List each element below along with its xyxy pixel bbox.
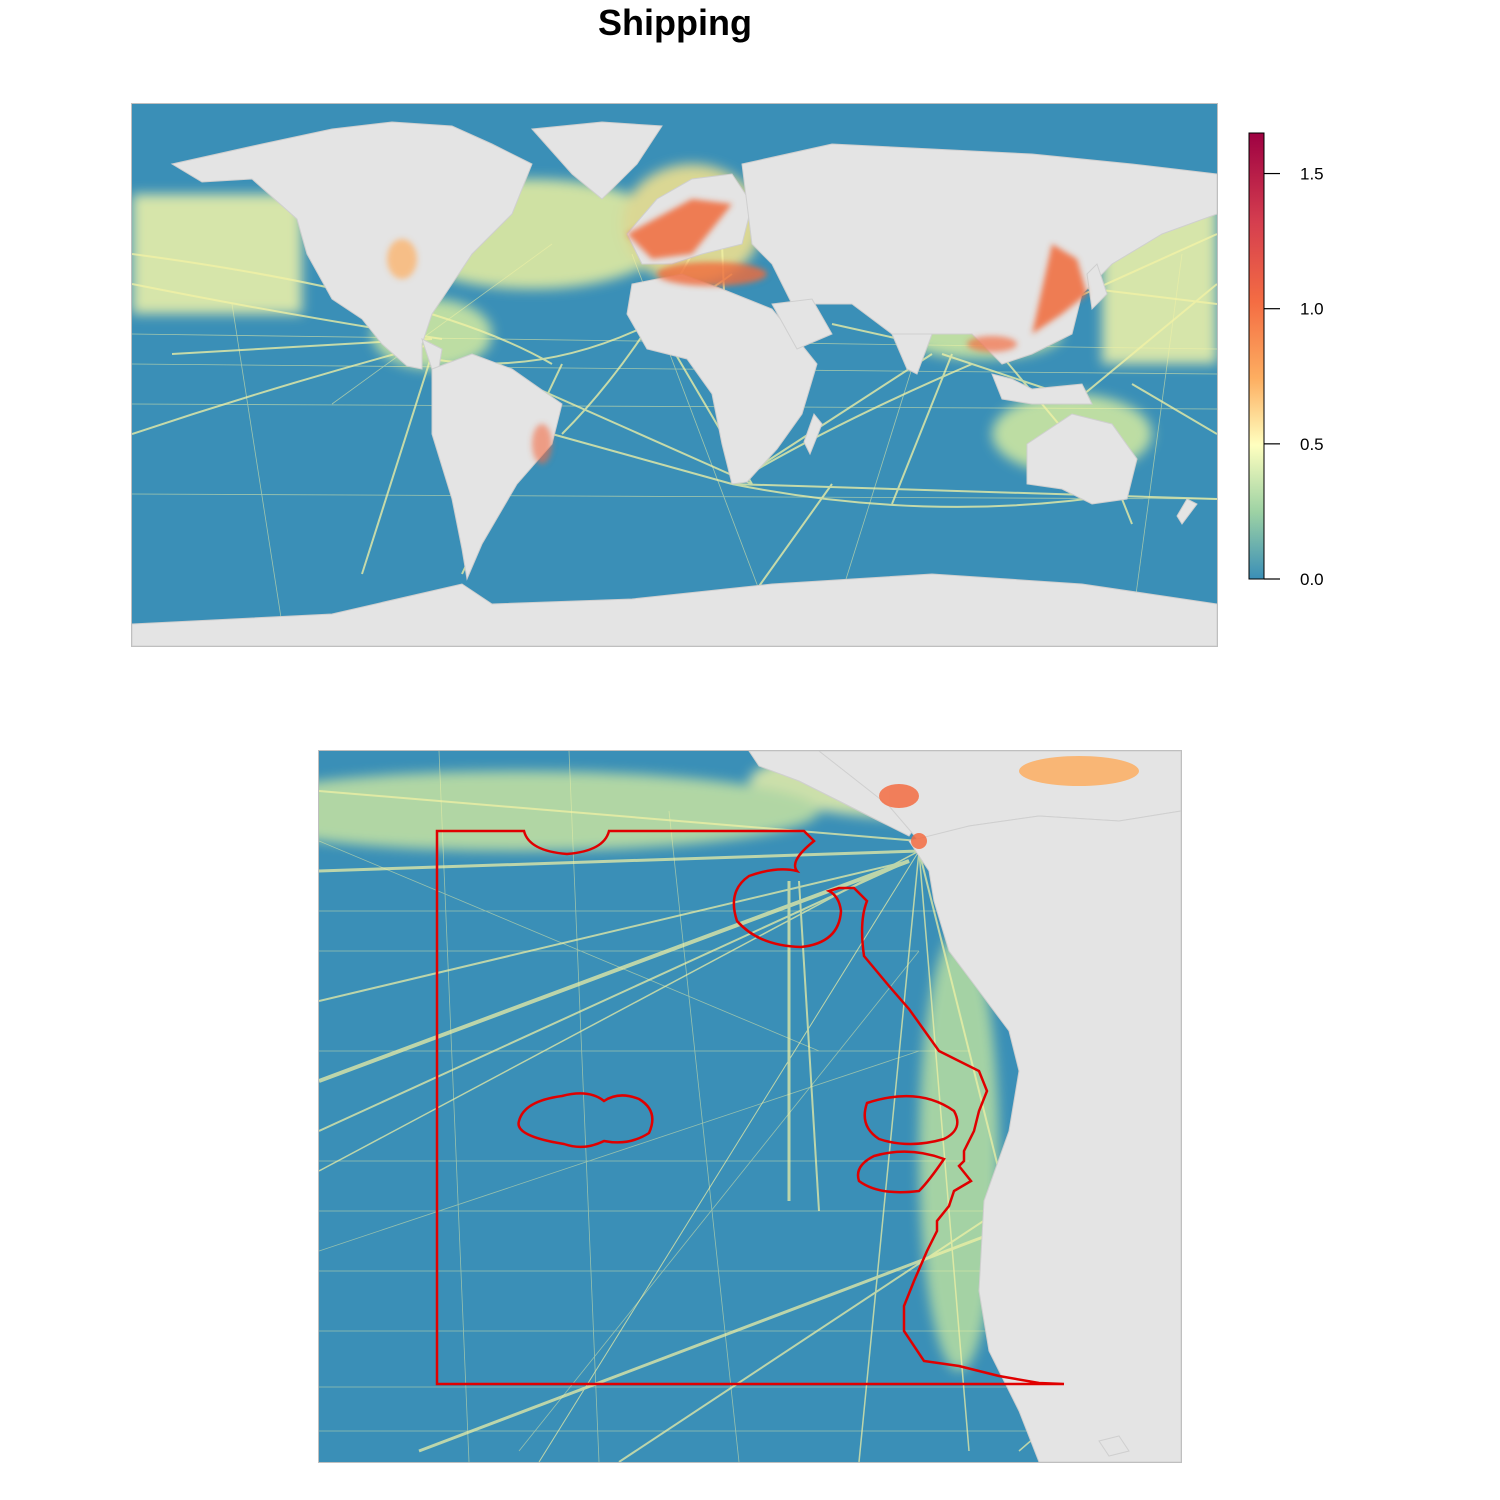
southeast-pacific-shipping-map: [318, 750, 1182, 1463]
coastal-hotspots: [387, 199, 1087, 464]
protected-area-boundary-west: [517, 1092, 654, 1149]
japan: [1086, 263, 1108, 311]
continents: [132, 121, 1217, 646]
africa: [626, 273, 818, 485]
legend-tick-label: 0.5: [1300, 435, 1324, 454]
shipping-lanes: [319, 790, 1181, 1462]
protected-area-boundary-east: [863, 1094, 959, 1146]
color-scale-legend: 0.0 0.5 1.0 1.5: [1240, 125, 1360, 595]
world-shipping-map: [131, 103, 1218, 647]
north-america: [170, 121, 533, 370]
india: [891, 333, 933, 375]
greenland: [530, 121, 663, 200]
arabia: [771, 298, 833, 350]
protected-area-boundaries: [435, 829, 1065, 1386]
new-zealand: [1176, 498, 1198, 525]
antarctica: [132, 573, 1217, 646]
madagascar: [803, 412, 823, 456]
indonesia: [991, 373, 1093, 405]
falkland-islands: [1098, 1435, 1130, 1457]
protected-area-outer-boundary: [435, 829, 1065, 1386]
plot-title: Shipping: [598, 2, 752, 43]
asia: [741, 143, 1217, 365]
caribbean-hotspots: [879, 756, 1139, 849]
australia: [1026, 413, 1138, 505]
legend-tick-label: 0.0: [1300, 570, 1324, 589]
legend-tick-label: 1.5: [1300, 165, 1324, 184]
legend-colorbar: [1248, 132, 1265, 580]
south-america: [431, 353, 563, 581]
south-america: [908, 810, 1181, 1462]
legend-tick-label: 1.0: [1300, 300, 1324, 319]
protected-area-boundary-south: [856, 1150, 946, 1194]
